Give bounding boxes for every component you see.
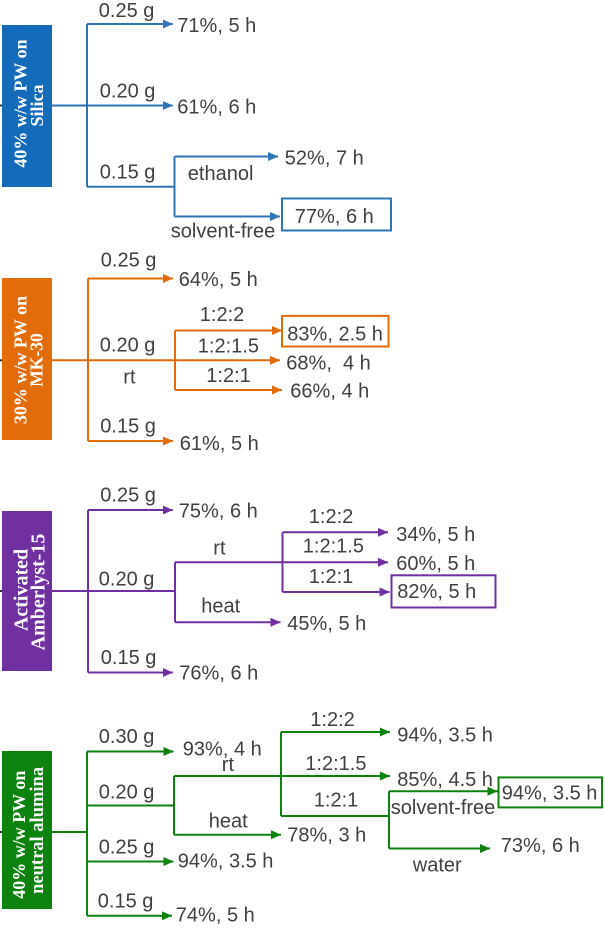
- svg-text:76%, 6 h: 76%, 6 h: [179, 663, 258, 685]
- svg-text:neutral alumina: neutral alumina: [28, 767, 48, 894]
- svg-text:solvent-free: solvent-free: [391, 797, 496, 819]
- svg-text:heat: heat: [209, 811, 248, 833]
- svg-text:34%, 5 h: 34%, 5 h: [396, 524, 475, 546]
- svg-text:1:2:1: 1:2:1: [309, 566, 353, 588]
- svg-text:94%, 3.5 h: 94%, 3.5 h: [397, 725, 493, 747]
- svg-text:0.25 g: 0.25 g: [100, 485, 156, 507]
- svg-text:94%, 3.5 h: 94%, 3.5 h: [178, 851, 274, 873]
- svg-text:93%, 4 h: 93%, 4 h: [183, 739, 262, 761]
- svg-text:0.25 g: 0.25 g: [101, 250, 157, 272]
- svg-text:1:2:2: 1:2:2: [310, 709, 354, 731]
- svg-text:rt: rt: [123, 367, 136, 389]
- svg-text:74%, 5 h: 74%, 5 h: [176, 905, 255, 927]
- svg-text:0.15 g: 0.15 g: [100, 416, 156, 438]
- svg-text:ethanol: ethanol: [188, 163, 254, 185]
- svg-text:83%, 2.5 h: 83%, 2.5 h: [287, 324, 383, 346]
- svg-text:64%, 5 h: 64%, 5 h: [179, 269, 258, 291]
- svg-text:0.25 g: 0.25 g: [99, 837, 155, 859]
- svg-text:rt: rt: [222, 754, 235, 776]
- svg-text:1:2:1: 1:2:1: [314, 790, 358, 812]
- svg-text:0.20 g: 0.20 g: [99, 569, 155, 591]
- svg-text:94%, 3.5 h: 94%, 3.5 h: [502, 783, 598, 805]
- svg-text:1:2:1.5: 1:2:1.5: [303, 536, 364, 558]
- svg-text:68%, 4 h: 68%, 4 h: [286, 353, 371, 375]
- svg-text:66%, 4 h: 66%, 4 h: [290, 381, 369, 403]
- svg-text:1:2:2: 1:2:2: [200, 304, 244, 326]
- svg-text:0.20 g: 0.20 g: [100, 81, 156, 103]
- svg-text:0.30 g: 0.30 g: [99, 726, 155, 748]
- svg-text:75%, 6 h: 75%, 6 h: [179, 501, 258, 523]
- svg-text:0.15 g: 0.15 g: [100, 162, 156, 184]
- svg-text:61%, 6 h: 61%, 6 h: [177, 97, 256, 119]
- svg-text:45%, 5 h: 45%, 5 h: [287, 613, 366, 635]
- svg-text:40% w/w PW on: 40% w/w PW on: [11, 39, 31, 167]
- svg-text:61%, 5 h: 61%, 5 h: [180, 433, 259, 455]
- svg-text:77%, 6 h: 77%, 6 h: [295, 206, 374, 228]
- svg-text:Activated: Activated: [11, 549, 33, 631]
- svg-text:82%, 5 h: 82%, 5 h: [397, 581, 476, 603]
- svg-text:solvent-free: solvent-free: [171, 221, 275, 243]
- svg-text:water: water: [412, 855, 462, 877]
- svg-text:rt: rt: [213, 538, 226, 560]
- svg-text:60%, 5 h: 60%, 5 h: [396, 553, 475, 575]
- svg-text:0.20 g: 0.20 g: [99, 782, 155, 804]
- svg-text:MK-30: MK-30: [27, 333, 47, 387]
- svg-text:0.20 g: 0.20 g: [100, 335, 156, 357]
- svg-text:Silica: Silica: [27, 84, 47, 126]
- svg-text:1:2:1.5: 1:2:1.5: [198, 336, 259, 358]
- svg-text:heat: heat: [201, 596, 240, 618]
- svg-text:30% w/w PW on: 30% w/w PW on: [11, 296, 31, 424]
- svg-text:52%, 7 h: 52%, 7 h: [285, 148, 364, 170]
- svg-text:1:2:2: 1:2:2: [309, 506, 353, 528]
- svg-text:40% w/w PW on: 40% w/w PW on: [9, 771, 29, 899]
- svg-text:0.15 g: 0.15 g: [98, 891, 154, 913]
- svg-text:0.15 g: 0.15 g: [101, 647, 157, 669]
- svg-text:85%, 4.5 h: 85%, 4.5 h: [397, 769, 493, 791]
- svg-text:1:2:1: 1:2:1: [206, 365, 250, 387]
- svg-text:78%, 3 h: 78%, 3 h: [287, 825, 366, 847]
- svg-text:1:2:1.5: 1:2:1.5: [305, 753, 366, 775]
- svg-text:Amberlyst-15: Amberlyst-15: [28, 534, 50, 651]
- svg-text:0.25 g: 0.25 g: [99, 0, 155, 22]
- svg-text:71%, 5 h: 71%, 5 h: [177, 15, 256, 37]
- svg-text:73%, 6 h: 73%, 6 h: [501, 835, 580, 857]
